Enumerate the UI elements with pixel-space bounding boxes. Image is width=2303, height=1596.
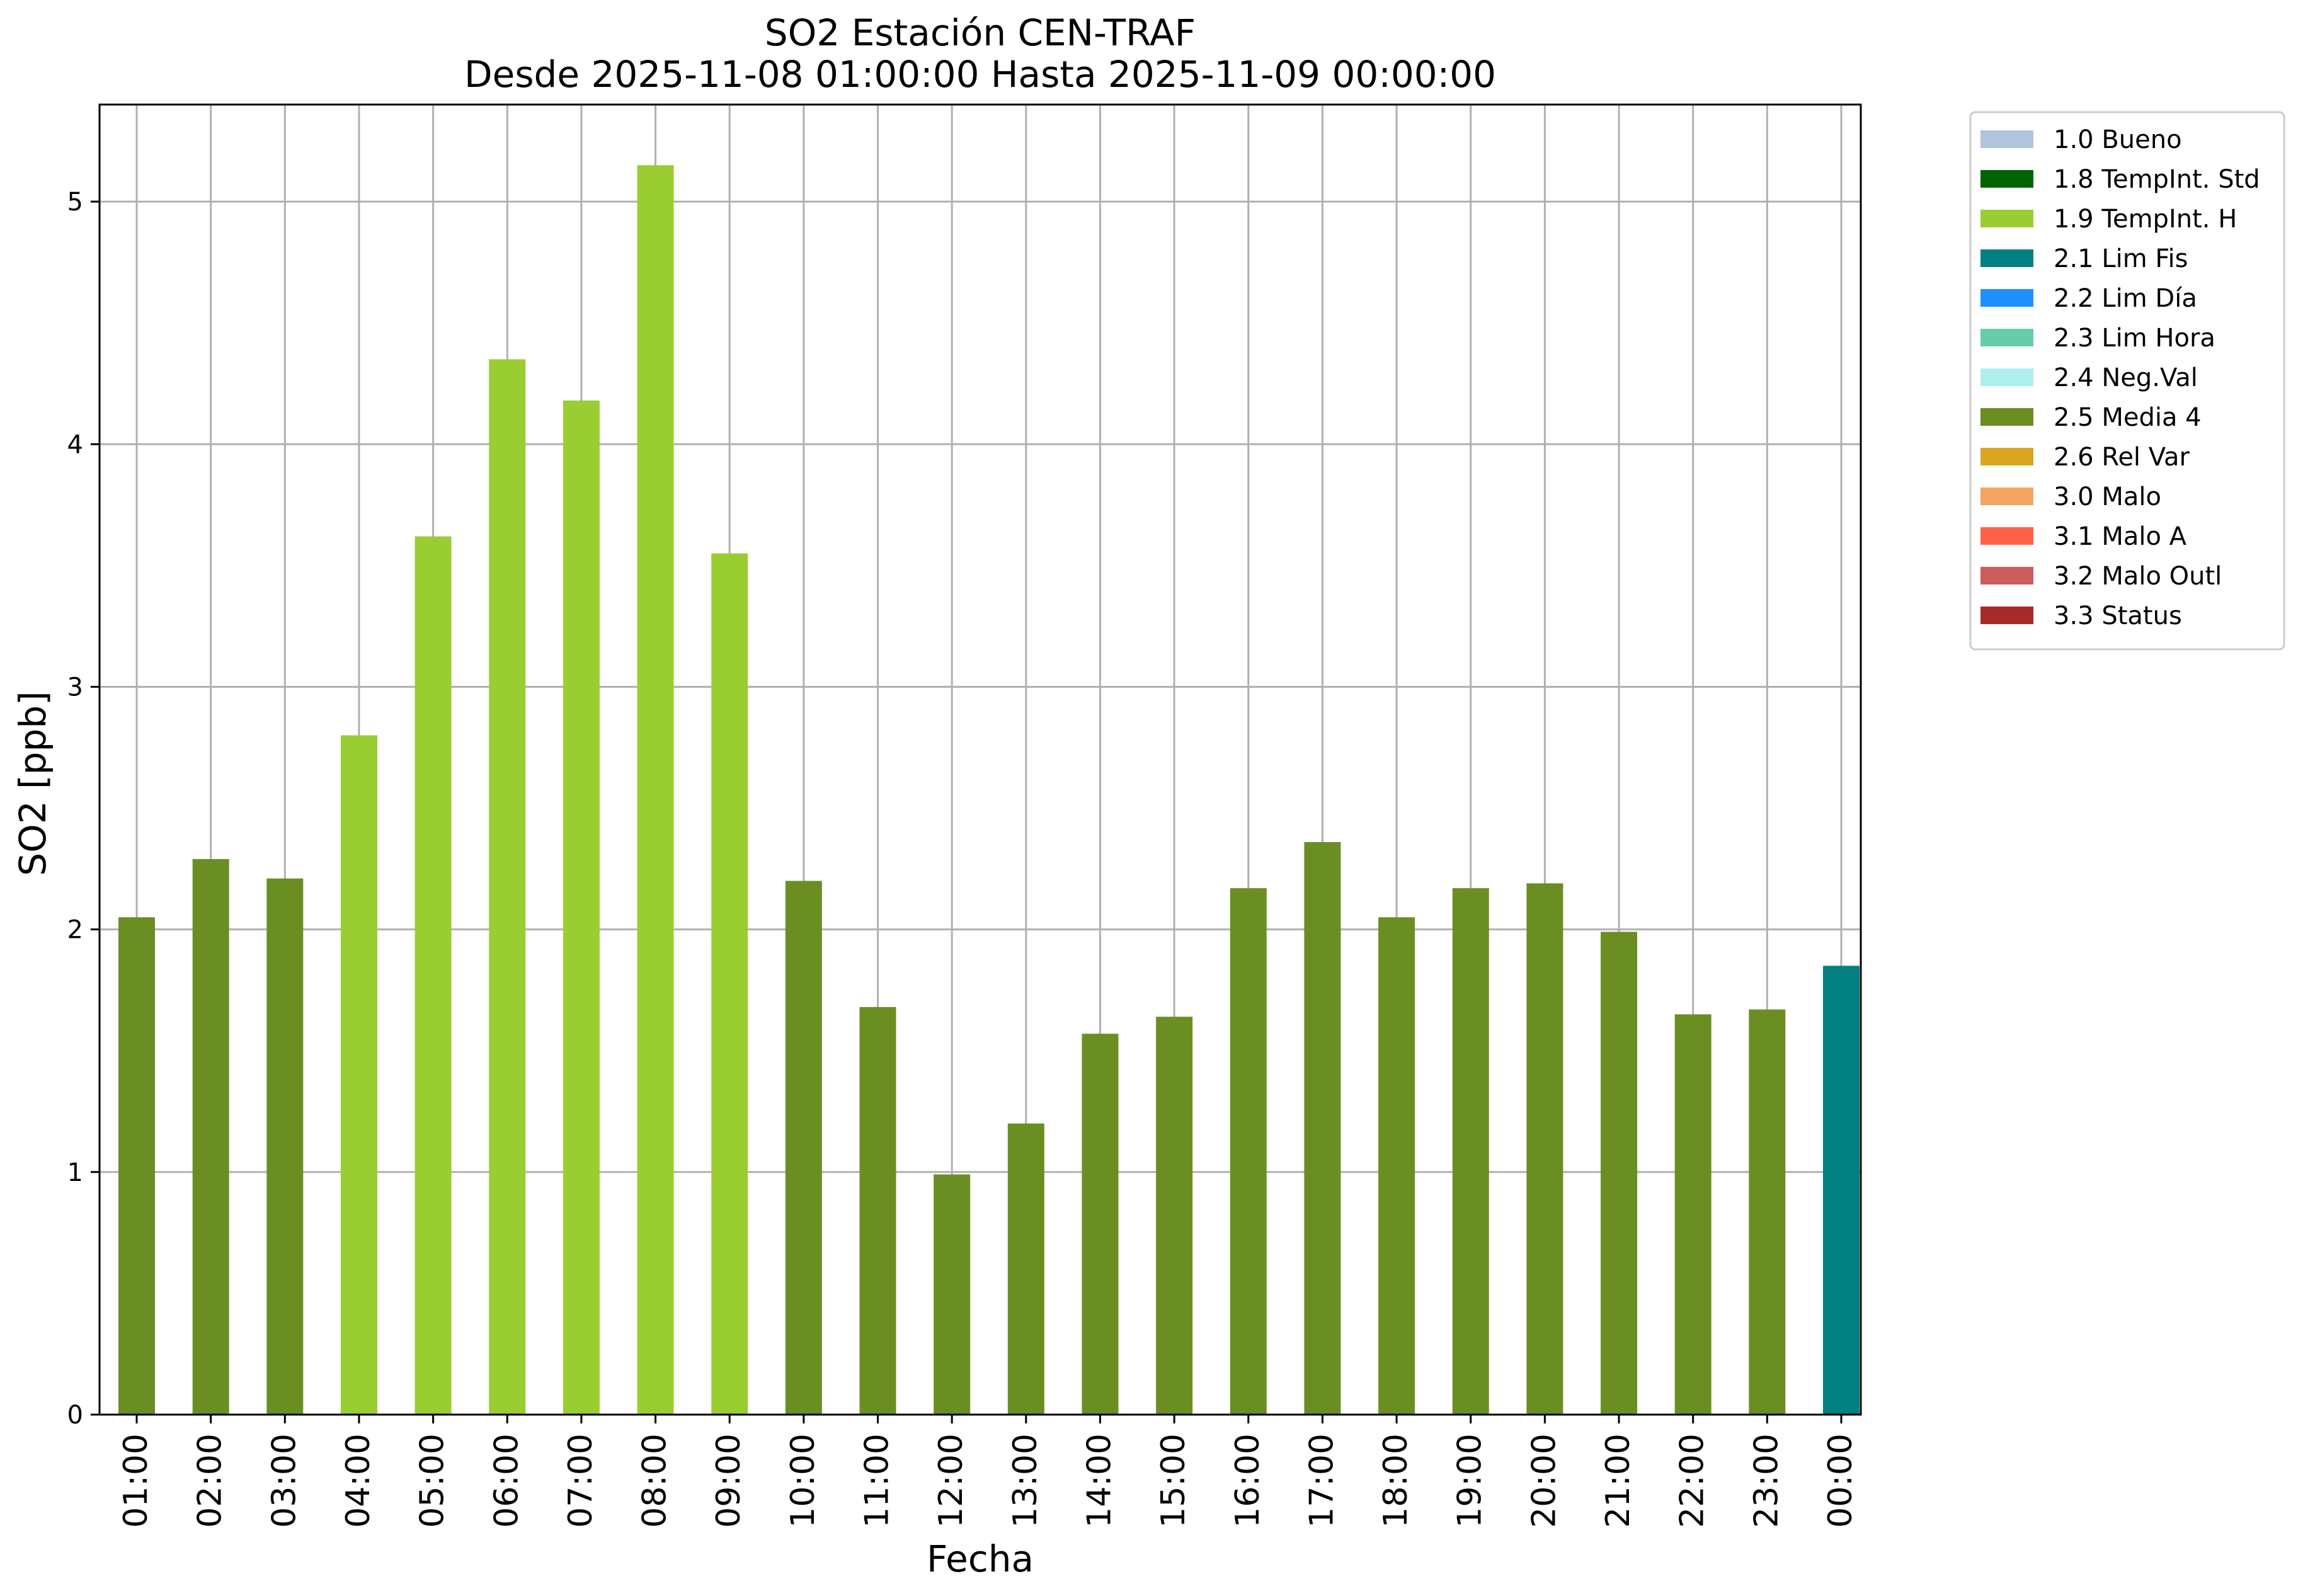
x-tick-label: 20:00: [1525, 1434, 1563, 1528]
x-tick-label: 05:00: [414, 1434, 452, 1528]
bar-09:00: [711, 553, 748, 1415]
bar-17:00: [1304, 841, 1341, 1415]
bar-14:00: [1082, 1034, 1119, 1415]
bar-16:00: [1230, 888, 1267, 1415]
x-tick-label: 22:00: [1674, 1434, 1712, 1528]
bar-08:00: [637, 165, 674, 1415]
y-tick-label: 0: [67, 1401, 83, 1430]
legend-frame: [1969, 111, 2285, 651]
x-tick-label: 16:00: [1229, 1434, 1267, 1528]
bar-18:00: [1378, 917, 1415, 1415]
legend-label: 2.1 Lim Fis: [2054, 244, 2188, 273]
bar-19:00: [1452, 888, 1489, 1415]
legend-swatch: [1980, 527, 2033, 545]
chart-title-line2: Desde 2025-11-08 01:00:00 Hasta 2025-11-…: [464, 53, 1496, 96]
bar-05:00: [414, 536, 452, 1415]
bar-20:00: [1526, 883, 1563, 1415]
legend-swatch: [1980, 567, 2033, 584]
legend-swatch: [1980, 170, 2033, 188]
bar-15:00: [1156, 1017, 1193, 1415]
plot-area-frame: [98, 103, 1862, 1416]
x-axis-label: Fecha: [927, 1537, 1034, 1580]
bar-12:00: [934, 1174, 971, 1415]
x-tick-label: 13:00: [1007, 1434, 1044, 1528]
bar-04:00: [340, 735, 377, 1415]
legend-swatch: [1980, 329, 2033, 346]
bar-02:00: [192, 858, 229, 1415]
chart-title-line1: SO2 Estación CEN-TRAF: [765, 11, 1196, 54]
legend-swatch: [1980, 289, 2033, 307]
x-tick-label: 21:00: [1599, 1434, 1637, 1528]
x-tick-label: 10:00: [784, 1434, 822, 1528]
bar-11:00: [859, 1006, 896, 1415]
x-axis-ticks: 01:00 02:00 03:00 04:00 05:00 06:00 07:00 08:00…: [117, 1415, 1860, 1528]
legend-label: 2.6 Rel Var: [2054, 443, 2190, 472]
bar-10:00: [785, 881, 822, 1415]
x-tick-label: 01:00: [117, 1434, 155, 1528]
x-tick-label: 06:00: [488, 1434, 525, 1528]
bar-06:00: [489, 359, 526, 1415]
bar-22:00: [1674, 1014, 1712, 1415]
x-tick-label: 18:00: [1377, 1434, 1415, 1528]
x-tick-label: 03:00: [265, 1434, 303, 1528]
bar-03:00: [266, 878, 304, 1415]
legend-label: 2.5 Media 4: [2054, 403, 2202, 432]
bar-01:00: [118, 917, 155, 1415]
legend-label: 2.3 Lim Hora: [2054, 324, 2215, 353]
y-tick-label: 4: [67, 430, 83, 459]
legend-label: 3.3 Status: [2054, 601, 2182, 630]
x-tick-label: 12:00: [932, 1434, 970, 1528]
bar-07:00: [563, 400, 600, 1415]
y-tick-label: 2: [67, 916, 83, 945]
bar-23:00: [1749, 1009, 1786, 1415]
bar-00:00: [1823, 966, 1860, 1415]
y-tick-label: 3: [67, 673, 83, 702]
legend-label: 3.0 Malo: [2054, 482, 2161, 511]
x-tick-label: 00:00: [1822, 1434, 1860, 1528]
x-tick-label: 09:00: [710, 1434, 748, 1528]
x-tick-label: 08:00: [636, 1434, 674, 1528]
x-tick-label: 04:00: [340, 1434, 377, 1528]
legend-swatch: [1980, 448, 2033, 465]
x-tick-label: 07:00: [562, 1434, 600, 1528]
y-axis-label: SO2 [ppb]: [11, 691, 54, 876]
legend-swatch: [1980, 130, 2033, 148]
x-tick-label: 14:00: [1080, 1434, 1118, 1528]
bars-group: [118, 165, 1860, 1415]
legend-label: 2.2 Lim Día: [2054, 284, 2197, 313]
legend-swatch: [1980, 368, 2033, 386]
y-tick-label: 1: [67, 1158, 83, 1187]
x-tick-label: 02:00: [191, 1434, 229, 1528]
x-tick-label: 23:00: [1747, 1434, 1785, 1528]
x-tick-label: 15:00: [1155, 1434, 1192, 1528]
bar-13:00: [1007, 1123, 1044, 1415]
legend-label: 1.9 TempInt. H: [2054, 205, 2237, 234]
legend-label: 2.4 Neg.Val: [2054, 363, 2198, 392]
legend: 1.0 Bueno 1.8 TempInt. Std 1.9 TempInt. H 2…: [1969, 111, 2285, 651]
bar-21:00: [1601, 932, 1638, 1415]
legend-swatch: [1980, 408, 2033, 426]
x-tick-label: 11:00: [859, 1434, 896, 1528]
x-tick-label: 19:00: [1451, 1434, 1489, 1528]
y-tick-label: 5: [67, 188, 83, 217]
legend-swatch: [1980, 249, 2033, 267]
x-tick-label: 17:00: [1303, 1434, 1340, 1528]
legend-label: 3.2 Malo Outl: [2054, 562, 2222, 591]
legend-swatch: [1980, 487, 2033, 505]
legend-label: 1.8 TempInt. Std: [2054, 165, 2260, 194]
legend-label: 3.1 Malo A: [2054, 522, 2187, 551]
y-axis-ticks: 0 1 2 3 4 5: [67, 188, 100, 1430]
legend-swatch: [1980, 210, 2033, 227]
legend-swatch: [1980, 607, 2033, 624]
legend-label: 1.0 Bueno: [2054, 125, 2182, 154]
